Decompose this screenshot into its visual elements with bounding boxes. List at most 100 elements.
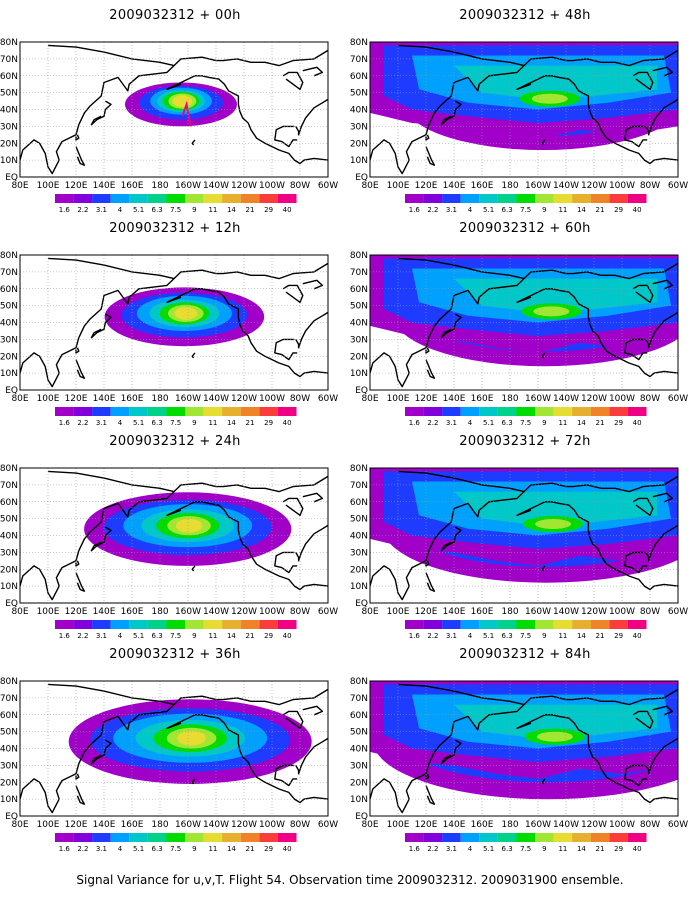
legend-level-label: 9: [192, 845, 196, 853]
latitude-label: 10N: [0, 156, 18, 166]
variance-shading: [125, 82, 237, 127]
legend-swatch: [497, 620, 517, 629]
panel-title: 2009032312 + 48h: [459, 8, 591, 23]
longitude-label: 100W: [259, 394, 285, 404]
legend-level-label: 14: [227, 632, 236, 640]
forecast-panel: 2009032312 + 00h 80N 70N 60N 50N 40N 30N 20N 10N…: [0, 0, 350, 225]
legend-level-label: 4: [118, 419, 123, 427]
longitude-label: 160W: [175, 820, 201, 830]
legend-level-label: 14: [227, 206, 236, 214]
legend-level-label: 14: [577, 845, 586, 853]
legend-level-label: 3.1: [96, 206, 107, 214]
color-legend: 1.6 2.2 3.1 4 5.1 6.3 7.5 9 11 14 21 29 40: [55, 407, 297, 427]
legend-level-label: 29: [614, 419, 623, 427]
legend-swatch: [240, 407, 260, 416]
legend-swatch: [405, 407, 424, 416]
longitude-label: 100E: [37, 181, 60, 191]
forecast-panel: 2009032312 + 12h 80N 70N 60N 50N 40N 30N 20N 10N…: [0, 213, 350, 438]
legend-swatch: [442, 620, 461, 629]
latitude-label: 20N: [0, 139, 18, 149]
legend-swatch: [516, 833, 535, 842]
longitude-label: 160E: [121, 607, 144, 617]
longitude-label: 80W: [640, 607, 660, 617]
latitude-label: 10N: [350, 156, 368, 166]
legend-swatch: [166, 833, 185, 842]
legend-swatch: [405, 833, 424, 842]
legend-swatch: [55, 620, 74, 629]
legend-level-label: 2.2: [427, 632, 438, 640]
latitude-label: 50N: [350, 89, 368, 99]
longitude-label: 120E: [415, 394, 438, 404]
latitude-label: 30N: [0, 548, 18, 558]
legend-level-label: 1.6: [59, 632, 71, 640]
legend-level-label: 2.2: [77, 419, 88, 427]
variance-shading: [370, 468, 678, 583]
legend-level-label: 29: [614, 845, 623, 853]
longitude-label: 160E: [471, 820, 494, 830]
latitude-label: 40N: [0, 745, 18, 755]
latitude-label: 40N: [350, 106, 368, 116]
legend-swatch: [460, 407, 480, 416]
panel-title: 2009032312 + 60h: [459, 221, 591, 236]
longitude-label: 80W: [640, 394, 660, 404]
longitude-label: 160W: [175, 394, 201, 404]
latitude-label: 80N: [350, 677, 368, 687]
legend-swatch: [553, 620, 573, 629]
legend-level-label: 1.6: [409, 845, 421, 853]
longitude-label: 60W: [318, 394, 338, 404]
legend-level-label: 6.3: [502, 419, 513, 427]
grid-lines: [370, 42, 678, 177]
longitude-label: 80E: [361, 820, 378, 830]
longitude-label: 120W: [581, 820, 607, 830]
longitude-label: 120W: [231, 607, 257, 617]
longitude-label: 60W: [668, 394, 688, 404]
legend-level-label: 6.3: [502, 632, 513, 640]
legend-swatch: [110, 407, 130, 416]
longitude-label: 80E: [11, 607, 28, 617]
latitude-label: 30N: [0, 335, 18, 345]
latitude-label: 60N: [350, 498, 368, 508]
longitude-label: 120E: [415, 181, 438, 191]
legend-swatch: [110, 194, 130, 203]
legend-level-label: 3.1: [446, 845, 457, 853]
legend-level-label: 9: [542, 419, 546, 427]
legend-swatch: [627, 833, 647, 842]
legend-level-label: 5.1: [483, 206, 494, 214]
longitude-label: 80E: [361, 607, 378, 617]
legend-level-label: 9: [542, 206, 546, 214]
panel-title: 2009032312 + 84h: [459, 647, 591, 662]
longitude-label: 140W: [203, 181, 229, 191]
longitude-label: 140W: [203, 820, 229, 830]
legend-level-label: 5.1: [133, 845, 144, 853]
latitude-label: 70N: [0, 694, 18, 704]
legend-level-label: 7.5: [170, 632, 181, 640]
legend-swatch: [222, 833, 241, 842]
legend-swatch: [442, 407, 461, 416]
latitude-label: 20N: [350, 352, 368, 362]
legend-swatch: [92, 194, 111, 203]
legend-swatch: [55, 833, 74, 842]
legend-swatch: [423, 194, 443, 203]
latitude-label: 70N: [350, 268, 368, 278]
longitude-label: 100E: [387, 181, 410, 191]
legend-swatch: [590, 833, 610, 842]
longitude-label: 140W: [553, 394, 579, 404]
legend-swatch: [553, 407, 573, 416]
color-legend: 1.6 2.2 3.1 4 5.1 6.3 7.5 9 11 14 21 29 40: [55, 620, 297, 640]
legend-level-label: 11: [208, 206, 217, 214]
longitude-label: 100W: [609, 820, 635, 830]
longitude-label: 100W: [609, 607, 635, 617]
legend-level-label: 29: [614, 632, 623, 640]
longitude-label: 180: [501, 181, 518, 191]
longitude-label: 120W: [581, 607, 607, 617]
legend-swatch: [129, 194, 148, 203]
legend-swatch: [166, 194, 185, 203]
legend-swatch: [55, 407, 74, 416]
longitude-label: 160E: [471, 394, 494, 404]
longitude-label: 140W: [553, 181, 579, 191]
latitude-label: 10N: [0, 369, 18, 379]
latitude-label: 50N: [350, 515, 368, 525]
